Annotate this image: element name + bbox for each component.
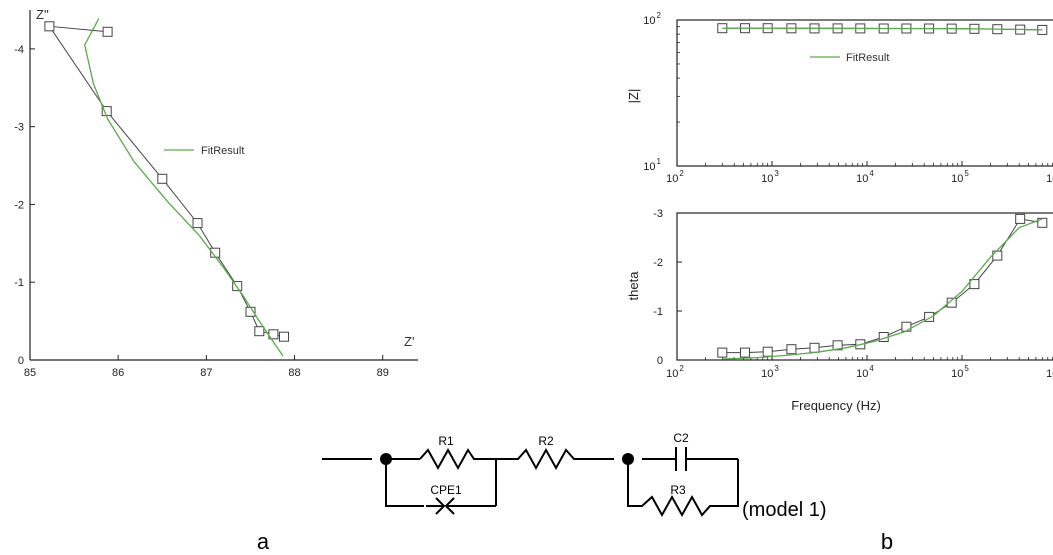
circuit-label-r3: R3 [670,483,686,497]
nyquist-x-axis-label: Z' [404,334,414,349]
circuit-wire-cpe-left [385,459,424,507]
nyquist-data-point [157,173,168,184]
bode-phase-data-point [946,297,957,308]
bode-phase-data-point [809,342,820,353]
bode-magnitude-y-tick-label: 101 [643,157,661,173]
nyquist-y-tick-label: -3 [14,122,24,134]
resistor-r2 [496,447,614,471]
circuit-label-r2: R2 [538,434,554,448]
capacitor-c2 [642,447,738,471]
circuit-node-2 [622,453,634,465]
bode-phase-data-point [992,250,1003,261]
bode-phase-x-tick-label: 106 [1046,364,1053,380]
bode-magnitude-x-tick-label: 104 [856,169,874,185]
bode-phase-y-tick-label: -1 [653,306,663,318]
bode-phase-data-point [901,321,912,332]
bode-phase-series [717,213,1048,360]
bode-phase-x-axis-label: Frequency (Hz) [791,398,881,413]
nyquist-legend: FitResult [164,145,244,157]
circuit-label-c2: C2 [673,431,689,445]
bode-magnitude-x-ticks: 102 103 104 105 106 [666,161,1053,185]
bode-phase-data-point [969,279,980,290]
nyquist-x-tick-label: 89 [377,367,389,379]
nyquist-fit-line [84,18,284,357]
bode-phase-data-point [832,340,843,351]
nyquist-y-tick-label: 0 [18,355,24,367]
bode-phase-x-tick-label: 103 [761,364,779,380]
nyquist-axes [29,10,418,361]
nyquist-x-tick-label: 88 [288,367,300,379]
nyquist-y-tick-label: -2 [14,199,24,211]
bode-phase-x-tick-label: 104 [856,364,874,380]
nyquist-y-axis-label: Z'' [36,7,49,22]
bode-phase-chart: 102 103 104 105 106 0 -1 -2 -3 theta Frequency … [626,208,1053,413]
bode-magnitude-y-ticks: 101 102 [643,11,680,173]
nyquist-data-point [279,331,289,342]
model-label: (model 1) [742,499,826,521]
bode-magnitude-chart: 102 103 104 105 106 101 102 |Z| FitResult [626,11,1053,185]
bode-phase-y-tick-label: 0 [657,355,663,367]
circuit-label-cpe1: CPE1 [430,483,462,497]
bode-phase-y-tick-label: -3 [653,208,663,220]
panel-label-a: a [257,529,270,554]
bode-magnitude-x-tick-label: 103 [761,169,779,185]
bode-magnitude-fit-line [722,27,1043,31]
resistor-r3 [627,459,739,518]
nyquist-data-point [44,21,55,32]
resistor-r1 [419,447,496,471]
bode-magnitude-y-axis-label: |Z| [626,89,641,104]
bode-magnitude-legend: FitResult [810,52,889,64]
bode-phase-y-ticks: 0 -1 -2 -3 [653,208,682,367]
bode-phase-x-tick-label: 102 [666,364,684,380]
bode-phase-frame [676,212,1053,361]
nyquist-chart: 85 86 87 88 89 0 -1 -2 -3 -4 Z' Z'' FitResult [14,7,418,379]
bode-magnitude-y-tick-label: 102 [643,11,661,27]
nyquist-x-ticks: 85 86 87 88 89 [24,355,389,379]
bode-magnitude-series [717,23,1048,35]
bode-magnitude-x-tick-label: 102 [666,169,684,185]
circuit-label-r1: R1 [438,434,454,448]
nyquist-legend-label: FitResult [201,145,244,157]
bode-phase-data-point [924,311,935,322]
bode-phase-data-point [740,347,750,358]
nyquist-data-point [254,326,265,337]
bode-magnitude-x-tick-label: 106 [1046,169,1053,185]
nyquist-x-tick-label: 85 [24,367,36,379]
bode-phase-data-point [762,346,773,357]
bode-magnitude-legend-label: FitResult [846,52,889,64]
nyquist-y-tick-label: -4 [14,44,24,56]
nyquist-data-point [232,281,243,292]
bode-phase-y-axis-label: theta [626,271,641,301]
bode-magnitude-x-tick-label: 105 [951,169,969,185]
bode-phase-data-point [1037,217,1048,228]
nyquist-series [44,18,289,357]
nyquist-x-tick-label: 86 [112,367,124,379]
bode-phase-y-tick-label: -2 [653,257,663,269]
nyquist-y-tick-label: -1 [14,277,24,289]
bode-phase-fit-line [722,218,1043,360]
cpe-cpe1 [426,497,496,515]
bode-phase-x-tick-label: 105 [951,364,969,380]
equivalent-circuit [322,447,739,518]
circuit-node-1 [380,453,392,465]
bode-phase-data-point [786,344,797,355]
panel-label-b: b [881,529,893,554]
nyquist-data-point [102,26,113,37]
nyquist-x-tick-label: 87 [200,367,212,379]
nyquist-y-ticks: 0 -1 -2 -3 -4 [14,44,35,367]
bode-phase-data-point [717,347,728,358]
nyquist-data-point [192,218,203,229]
bode-magnitude-frame [676,19,1053,167]
bode-phase-data-point [1015,213,1026,224]
